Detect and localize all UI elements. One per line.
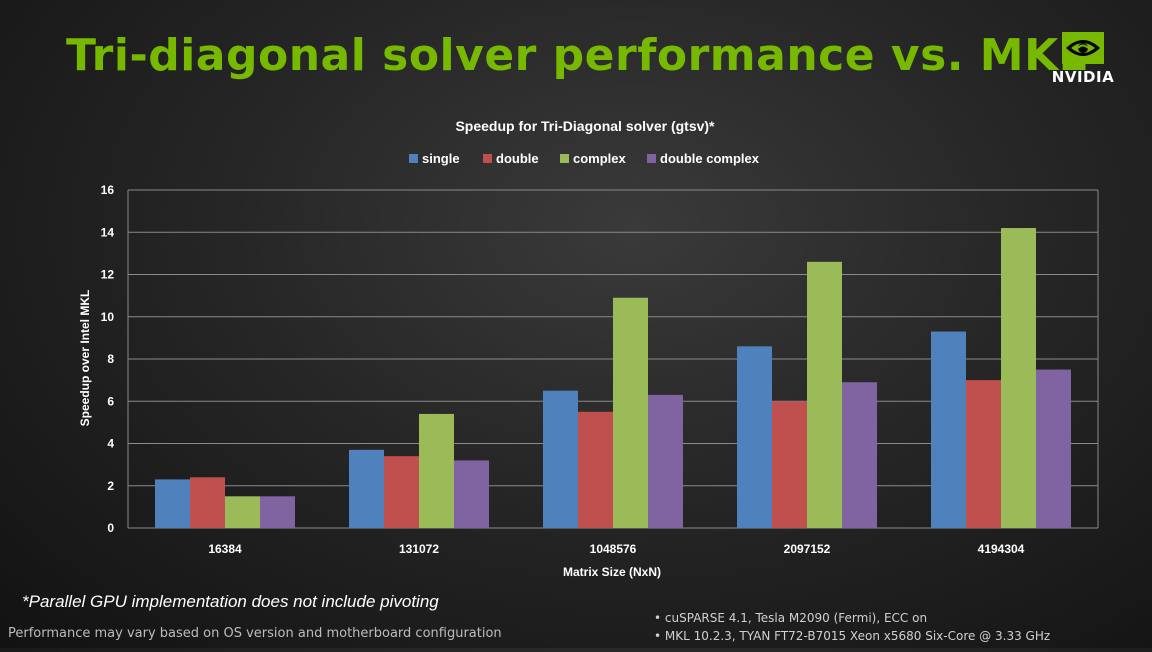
y-tick-label: 8 (107, 352, 114, 366)
legend-swatch-complex (560, 154, 569, 163)
spec-cusparse: cuSPARSE 4.1, Tesla M2090 (Fermi), ECC o… (654, 609, 1050, 627)
nvidia-logo: NVIDIA (1040, 28, 1126, 92)
bar-single-16384 (155, 479, 190, 528)
bar-complex-1048576 (613, 297, 648, 528)
bar-double-complex-1048576 (648, 394, 683, 528)
x-tick-label: 1048576 (590, 542, 637, 556)
spec-mkl: MKL 10.2.3, TYAN FT72-B7015 Xeon x5680 S… (654, 627, 1050, 645)
bar-complex-2097152 (807, 261, 842, 528)
pivoting-footnote: *Parallel GPU implementation does not in… (22, 592, 439, 611)
bar-single-4194304 (931, 331, 966, 528)
y-tick-label: 2 (107, 479, 114, 493)
bar-double-complex-2097152 (842, 382, 877, 528)
legend-label-single: single (422, 151, 460, 166)
legend-swatch-double-complex (647, 154, 656, 163)
system-specs: cuSPARSE 4.1, Tesla M2090 (Fermi), ECC o… (654, 609, 1050, 645)
bar-single-131072 (349, 449, 384, 528)
y-tick-label: 16 (101, 183, 115, 197)
chart-legend: single double complex double complex (409, 151, 760, 166)
bar-double-1048576 (578, 411, 613, 528)
x-tick-label: 4194304 (978, 542, 1025, 556)
y-tick-label: 4 (107, 437, 114, 451)
legend-label-complex: complex (573, 151, 627, 166)
x-axis-label: Matrix Size (NxN) (563, 565, 661, 579)
x-tick-label: 131072 (399, 542, 439, 556)
legend-swatch-double (483, 154, 492, 163)
legend-swatch-single (409, 154, 418, 163)
legend-label-double-complex: double complex (660, 151, 760, 166)
bar-double-131072 (384, 456, 419, 528)
bar-double-complex-16384 (260, 496, 295, 528)
bar-double-16384 (190, 477, 225, 528)
chart-title: Speedup for Tri-Diagonal solver (gtsv)* (455, 118, 715, 134)
x-tick-label: 16384 (208, 542, 242, 556)
bar-complex-131072 (419, 413, 454, 528)
page-title: Tri-diagonal solver performance vs. MKL (66, 30, 1088, 81)
bar-double-4194304 (966, 380, 1001, 528)
x-tick-label: 2097152 (784, 542, 831, 556)
y-tick-label: 12 (101, 268, 115, 282)
bar-complex-16384 (225, 496, 260, 528)
nvidia-eye-icon (1062, 32, 1104, 64)
bar-single-1048576 (543, 390, 578, 528)
y-tick-label: 14 (101, 225, 115, 239)
bar-complex-4194304 (1001, 228, 1036, 528)
bar-single-2097152 (737, 346, 772, 528)
chart-bars (155, 228, 1071, 528)
bar-double-complex-131072 (454, 460, 489, 528)
y-tick-label: 0 (107, 521, 114, 535)
y-axis-label: Speedup over Intel MKL (78, 290, 92, 427)
y-tick-label: 6 (107, 394, 114, 408)
performance-disclaimer: Performance may vary based on OS version… (8, 626, 502, 641)
nvidia-wordmark: NVIDIA (1051, 68, 1115, 86)
legend-label-double: double (496, 151, 539, 166)
chart-axes: 0 2 4 6 8 10 12 14 16 16384 131072 1048576 2097152 41… (101, 183, 1099, 556)
bar-double-complex-4194304 (1036, 369, 1071, 528)
bar-double-2097152 (772, 401, 807, 528)
y-tick-label: 10 (101, 310, 115, 324)
